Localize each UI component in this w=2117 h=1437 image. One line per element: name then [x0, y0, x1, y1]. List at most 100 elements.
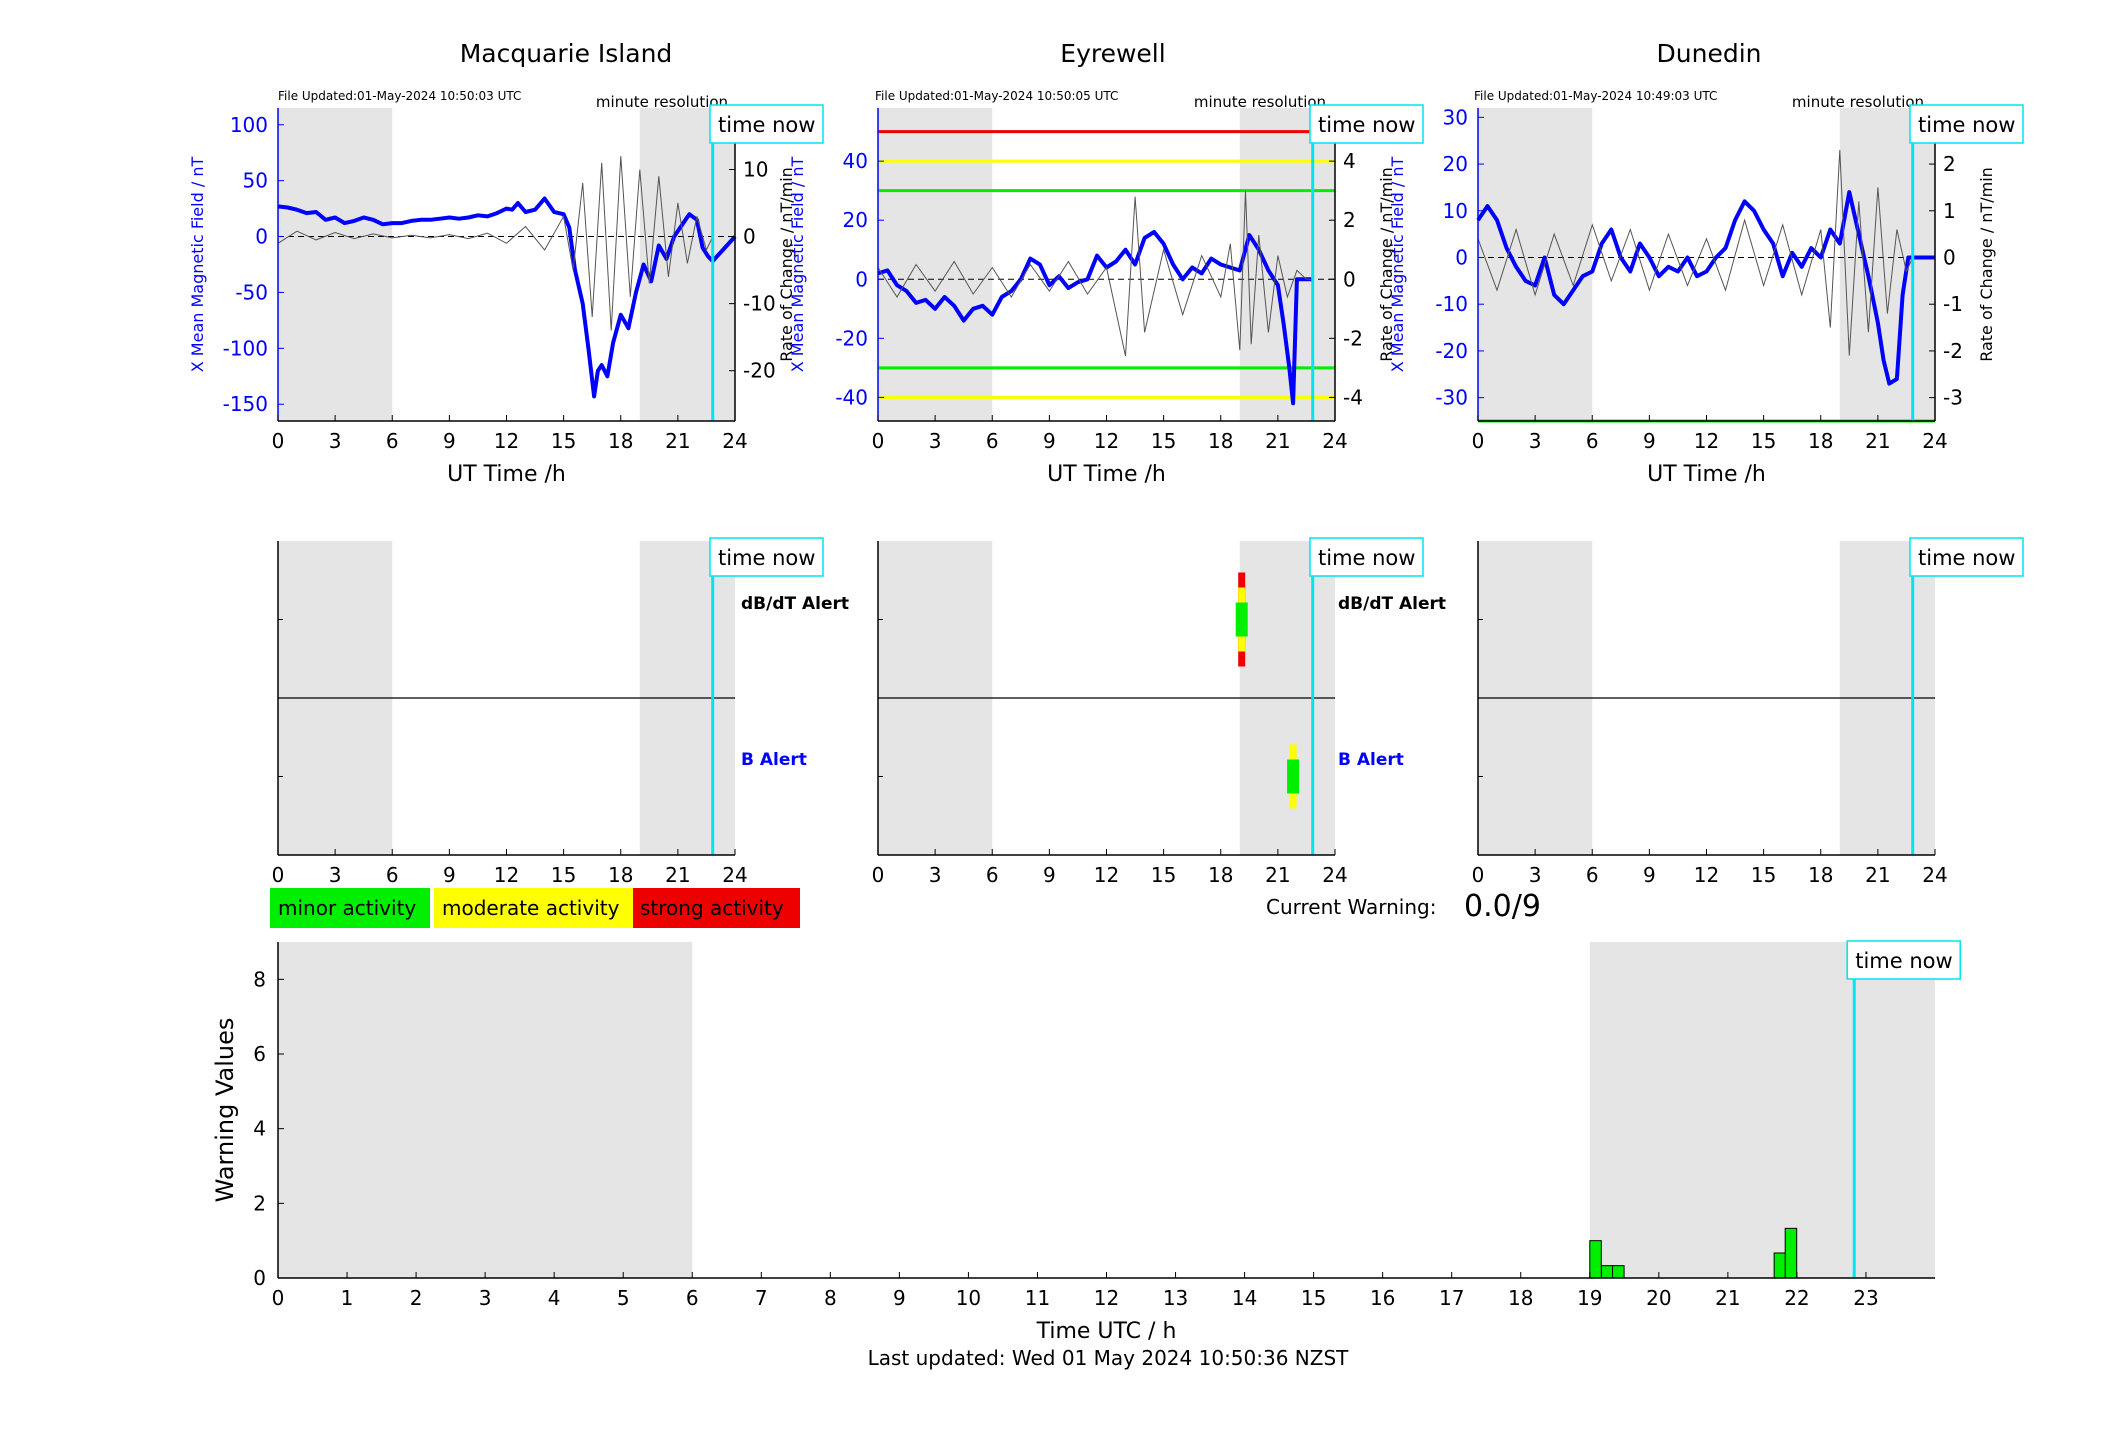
y-tick-label: 10 [1443, 199, 1468, 223]
chart-macquarie: 0 3 6 9 12 15 18 21 24100500-50-100-150100-10-20… [188, 104, 824, 487]
x-tick-label: 24 [1322, 863, 1347, 887]
chart-dunedin: 036912151821243020100-10-20-303210-1-2-3… [1388, 104, 2024, 487]
y-axis-label: X Mean Magnetic Field / nT [1388, 157, 1407, 373]
dbdt-alert-label-macquarie: dB/dT Alert [741, 594, 849, 614]
y-right-tick-label: 10 [743, 158, 768, 182]
y-tick-label: -40 [835, 385, 868, 409]
x-tick-label: 12 [494, 863, 519, 887]
x-tick-label: 3 [1529, 863, 1542, 887]
x-tick-label: 9 [1643, 863, 1656, 887]
x-tick-label: 8 [824, 1286, 837, 1310]
night-band [278, 942, 693, 1278]
x-tick-label: 0 [872, 863, 885, 887]
file-updated-macquarie: File Updated:01-May-2024 10:50:03 UTC [278, 89, 521, 103]
legend-minor-label: minor activity [278, 896, 416, 920]
y-tick-label: 0 [1455, 245, 1468, 269]
y-tick-label: 6 [253, 1042, 266, 1066]
warning-bar [1784, 1227, 1798, 1279]
time-now-badge [1309, 537, 1424, 577]
x-tick-label: 21 [1265, 863, 1290, 887]
x-tick-label: 12 [494, 429, 519, 453]
x-tick-label: 2 [410, 1286, 423, 1310]
x-tick-label: 9 [443, 863, 456, 887]
dbdt-alert-mark [1235, 602, 1248, 637]
x-tick-label: 12 [1094, 863, 1119, 887]
alert-panel-eyrewell: 0 3 6 9 12 15 18 21 24 time now [872, 537, 1424, 887]
y-right-tick-label: -20 [743, 359, 776, 383]
y-tick-label: 20 [1443, 152, 1468, 176]
x-tick-label: 24 [1922, 429, 1947, 453]
title-eyrewell: Eyrewell [1060, 39, 1165, 68]
dbdt-alert-label-eyrewell: dB/dT Alert [1338, 594, 1446, 614]
x-tick-label: 7 [755, 1286, 768, 1310]
x-tick-label: 9 [893, 1286, 906, 1310]
x-tick-label: 17 [1439, 1286, 1464, 1310]
night-band [878, 108, 993, 421]
y-tick-label: 40 [843, 149, 868, 173]
x-tick-label: 3 [929, 863, 942, 887]
x-tick-label: 22 [1784, 1286, 1809, 1310]
y-right-tick-label: 2 [1343, 208, 1356, 232]
y-axis-label: X Mean Magnetic Field / nT [188, 157, 207, 373]
x-tick-label: 24 [1922, 863, 1947, 887]
minute-resolution-dunedin: minute resolution [1792, 93, 1924, 111]
y-tick-label: 2 [253, 1191, 266, 1215]
time-now-badge [709, 537, 824, 577]
x-axis-label: Time UTC / h [1036, 1319, 1177, 1344]
y-axis-label: X Mean Magnetic Field / nT [788, 157, 807, 373]
x-tick-label: 9 [1043, 863, 1056, 887]
x-tick-label: 21 [1265, 429, 1290, 453]
x-tick-label: 19 [1577, 1286, 1602, 1310]
y-tick-label: -30 [1435, 386, 1468, 410]
time-now-label: time now [1918, 113, 2015, 137]
y-tick-label: -50 [235, 280, 268, 304]
x-tick-label: 6 [1586, 863, 1599, 887]
warning-values-chart: 0 1 2 3 4 5 6 7 8 9 10 11 12 13 14 15 16 17 18 19 20 21 22 2302… [211, 940, 1961, 1344]
activity-legend: minor activity moderate activity strong … [270, 888, 800, 928]
x-tick-label: 4 [548, 1286, 561, 1310]
warning-bar [1612, 1265, 1625, 1279]
x-tick-label: 0 [272, 429, 285, 453]
x-tick-label: 3 [479, 1286, 492, 1310]
y-axis-label: Warning Values [211, 1018, 239, 1203]
x-tick-label: 15 [1151, 863, 1176, 887]
last-updated: Last updated: Wed 01 May 2024 10:50:36 N… [868, 1346, 1350, 1370]
y-right-tick-label: -1 [1943, 292, 1963, 316]
legend-strong-label: strong activity [640, 896, 784, 920]
y-right-tick-label: -10 [743, 292, 776, 316]
x-tick-label: 12 [1694, 863, 1719, 887]
x-tick-label: 0 [272, 1286, 285, 1310]
y-tick-label: 100 [230, 113, 268, 137]
time-now-badge [1846, 940, 1961, 980]
x-tick-label: 15 [1301, 1286, 1326, 1310]
x-tick-label: 24 [1322, 429, 1347, 453]
legend-strong-swatch [633, 888, 800, 928]
time-now-label: time now [1318, 113, 1415, 137]
y-tick-label: -20 [1435, 339, 1468, 363]
rate-of-change-line [1477, 149, 1914, 356]
rate-of-change-line [877, 190, 1313, 357]
y-tick-label: 0 [253, 1266, 266, 1290]
y-tick-label: -20 [835, 326, 868, 350]
x-tick-label: 18 [1208, 429, 1233, 453]
x-tick-label: 6 [986, 863, 999, 887]
x-tick-label: 6 [986, 429, 999, 453]
x-axis-label: UT Time /h [1047, 462, 1166, 487]
x-tick-label: 21 [1865, 863, 1890, 887]
b-alert-mark [1287, 759, 1300, 794]
y-right-tick-label: 4 [1343, 149, 1356, 173]
y-right-tick-label: 1 [1943, 199, 1956, 223]
x-axis-label: UT Time /h [447, 462, 566, 487]
x-tick-label: 24 [722, 429, 747, 453]
y-right-tick-label: -4 [1343, 385, 1363, 409]
file-updated-eyrewell: File Updated:01-May-2024 10:50:05 UTC [875, 89, 1118, 103]
x-tick-label: 3 [329, 429, 342, 453]
x-tick-label: 6 [386, 429, 399, 453]
x-tick-label: 12 [1694, 429, 1719, 453]
x-tick-label: 15 [551, 863, 576, 887]
time-now-label: time now [718, 113, 815, 137]
x-tick-label: 9 [443, 429, 456, 453]
y-right-axis-label: Rate of Change / nT/min [1977, 167, 1996, 362]
